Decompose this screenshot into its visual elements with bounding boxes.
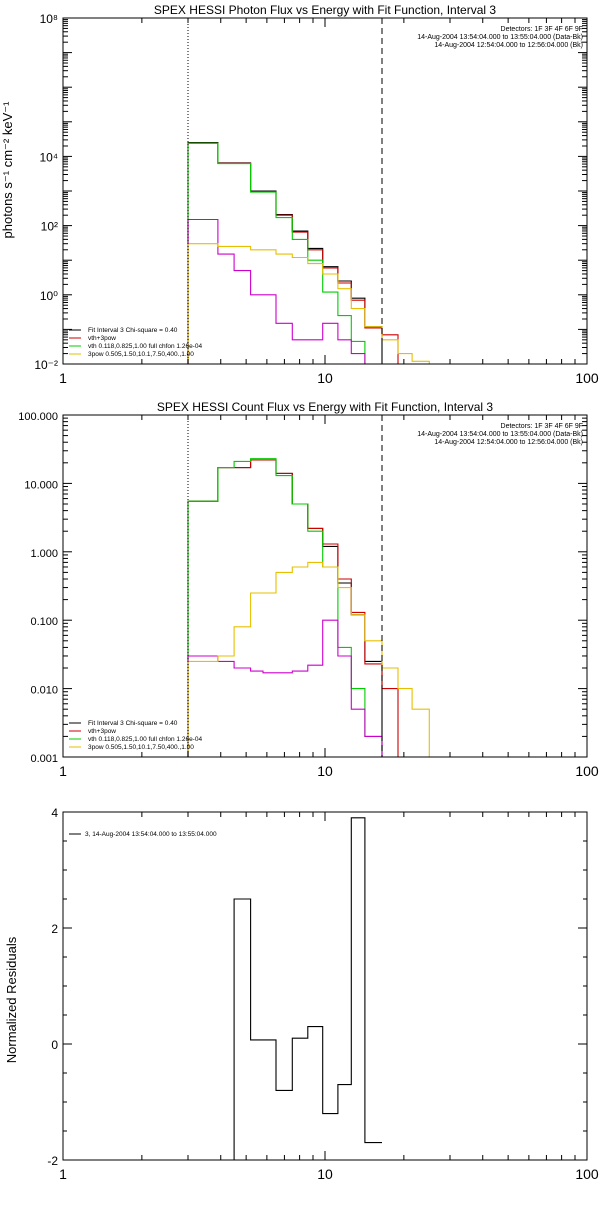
- y-tick-label: 100.000: [18, 411, 58, 423]
- count-flux-panel: SPEX HESSI Count Flux vs Energy with Fit…: [18, 400, 599, 779]
- y-tick-label: 0.100: [30, 616, 58, 628]
- legend-entry: vth+3pow: [88, 335, 116, 342]
- series-group: [188, 817, 382, 1160]
- x-tick-label: 10: [317, 1166, 333, 1182]
- y-tick-label: 0.010: [30, 685, 58, 697]
- y-tick-label: 0.001: [30, 753, 58, 765]
- y-tick-label: 10⁸: [40, 12, 58, 26]
- x-tick-label: 1: [59, 1166, 67, 1182]
- y-tick-label: 10.000: [24, 479, 58, 491]
- residuals-panel: Normalized Residuals 1 10 100 -2 0 2 4 3, 14-Au…: [4, 806, 599, 1182]
- info-text: Detectors: 1F 3F 4F 6F 9F: [501, 423, 583, 430]
- info-text: 14-Aug-2004 13:54:04.000 to 13:55:04.000…: [417, 431, 583, 438]
- x-tick-label: 100: [575, 763, 599, 779]
- info-text: 14-Aug-2004 13:54:04.000 to 13:55:04.000…: [417, 34, 583, 41]
- y-tick-label: 4: [51, 806, 58, 820]
- y-tick-label: 0: [51, 1038, 58, 1052]
- legend-entry: Fit Interval 3 Chi-square = 0.40: [88, 327, 178, 334]
- legend-entry: vth 0.118,0.825,1.00 full chfon 1.26e-04: [88, 736, 202, 743]
- x-tick-label: 10: [317, 370, 333, 386]
- y-axis-label: Normalized Residuals: [4, 936, 19, 1063]
- series-line-3: [187, 218, 382, 364]
- panel-title: SPEX HESSI Count Flux vs Energy with Fit…: [157, 400, 493, 414]
- series-line-3: [187, 619, 383, 757]
- y-tick-label: 1.000: [30, 548, 58, 560]
- legend-entry: 3pow 0.505,1.50,10.1,7.50,400.,1.00: [88, 744, 194, 751]
- info-text: Detectors: 1F 3F 4F 6F 9F: [501, 26, 583, 33]
- y-tick-label: 10⁻²: [34, 358, 58, 372]
- series-line-0: [188, 817, 382, 1160]
- series-line-2: [187, 458, 383, 757]
- info-text: 14-Aug-2004 12:54:04.000 to 12:56:04.000…: [434, 439, 583, 446]
- plot-marks: 1 10 100 10⁻² 10⁰ 10² 10⁴ 10⁸ Detectors: 1F 3F 4…: [34, 12, 599, 386]
- x-tick-label: 1: [59, 763, 67, 779]
- y-tick-label: -2: [47, 1154, 58, 1168]
- series-line-4: [187, 561, 430, 757]
- series-line-4: [187, 243, 430, 364]
- legend-entry: Fit Interval 3 Chi-square = 0.40: [88, 720, 178, 727]
- legend-entry: 3, 14-Aug-2004 13:54:04.000 to 13:55:04.…: [85, 831, 217, 838]
- x-tick-label: 10: [317, 763, 333, 779]
- y-tick-label: 2: [51, 922, 58, 936]
- y-tick-label: 10⁰: [40, 289, 58, 303]
- photon-flux-panel: SPEX HESSI Photon Flux vs Energy with Fi…: [0, 3, 599, 386]
- series-line-2: [187, 142, 366, 364]
- plot-marks: 1 10 100 0.001 0.010 0.100 1.000 10.000 100.000 D…: [18, 411, 599, 779]
- y-tick-label: 10⁴: [39, 150, 58, 164]
- panel-title: SPEX HESSI Photon Flux vs Energy with Fi…: [154, 3, 496, 17]
- info-text: 14-Aug-2004 12:54:04.000 to 12:56:04.000…: [434, 42, 583, 49]
- x-tick-label: 100: [575, 370, 599, 386]
- legend-entry: vth+3pow: [88, 728, 116, 735]
- legend-entry: vth 0.118,0.825,1.00 full chfon 1.26e-04: [88, 343, 202, 350]
- series-group: [187, 142, 430, 364]
- series-group: [187, 458, 430, 757]
- plot-marks: 1 10 100 -2 0 2 4 3, 14-Aug-2004 13:54:04.000 t…: [47, 806, 599, 1182]
- x-tick-label: 100: [575, 1166, 599, 1182]
- y-axis-label: photons s⁻¹ cm⁻² keV⁻¹: [0, 101, 15, 239]
- y-tick-label: 10²: [41, 220, 58, 234]
- series-line-1: [187, 459, 399, 757]
- legend-entry: 3pow 0.505,1.50,10.1,7.50,400.,1.00: [88, 351, 194, 358]
- x-tick-label: 1: [59, 370, 67, 386]
